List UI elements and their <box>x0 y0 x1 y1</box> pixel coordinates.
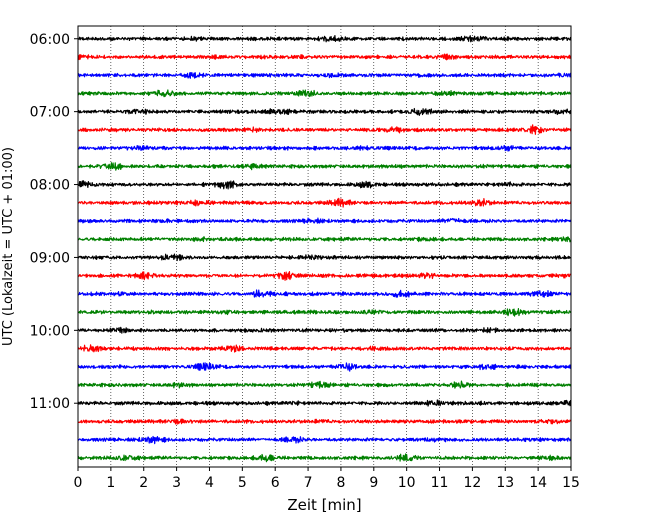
trace-1000 <box>77 326 572 334</box>
trace-1045 <box>77 380 572 389</box>
x-tick-label: 7 <box>304 475 313 491</box>
trace-0745 <box>77 162 572 171</box>
x-tick-label: 2 <box>139 475 148 491</box>
trace-1130 <box>77 435 572 445</box>
trace-0915 <box>77 271 572 281</box>
x-tick-label: 8 <box>336 475 345 491</box>
x-tick-label: 15 <box>562 475 580 491</box>
y-axis-title: UTC (Lokalzeit = UTC + 01:00) <box>1 147 16 346</box>
y-tick-label: 06:00 <box>30 32 70 48</box>
y-tick-label: 09:00 <box>30 250 70 266</box>
trace-0845 <box>77 236 572 243</box>
x-axis-title: Zeit [min] <box>287 496 361 514</box>
trace-0600 <box>77 35 572 43</box>
x-tick-label: 5 <box>238 475 247 491</box>
x-tick-label: 0 <box>74 475 83 491</box>
trace-1100 <box>77 399 572 407</box>
plot-frame <box>77 25 572 468</box>
trace-1015 <box>77 344 572 353</box>
trace-0815 <box>77 197 572 208</box>
trace-0830 <box>77 217 572 224</box>
tick-layer: 0 1 2 3 4 5 6 7 8 9 10 11 12 13 14 1506:0007:0008:0009:… <box>30 32 580 491</box>
y-tick-label: 10:00 <box>30 323 70 339</box>
x-tick-label: 4 <box>205 475 214 491</box>
y-tick-label: 07:00 <box>30 105 70 121</box>
trace-1115 <box>77 418 572 425</box>
trace-0630 <box>77 72 572 79</box>
x-tick-label: 9 <box>369 475 378 491</box>
trace-0900 <box>77 253 572 262</box>
trace-0730 <box>77 144 572 152</box>
x-tick-label: 1 <box>106 475 115 491</box>
x-tick-label: 14 <box>529 475 547 491</box>
y-tick-label: 11:00 <box>30 396 70 412</box>
trace-1030 <box>77 362 572 372</box>
x-tick-label: 3 <box>172 475 181 491</box>
trace-0930 <box>77 289 572 298</box>
trace-0615 <box>77 53 572 61</box>
x-tick-label: 12 <box>463 475 481 491</box>
trace-0945 <box>77 308 572 317</box>
x-tick-label: 11 <box>431 475 449 491</box>
y-tick-label: 08:00 <box>30 178 70 194</box>
x-tick-label: 6 <box>271 475 280 491</box>
trace-0645 <box>77 89 572 98</box>
trace-layer <box>77 35 572 463</box>
x-tick-label: 10 <box>398 475 416 491</box>
trace-1145 <box>77 453 572 463</box>
trace-0715 <box>77 124 572 135</box>
x-tick-label: 13 <box>496 475 514 491</box>
trace-0700 <box>77 107 572 116</box>
trace-0800 <box>77 180 572 190</box>
